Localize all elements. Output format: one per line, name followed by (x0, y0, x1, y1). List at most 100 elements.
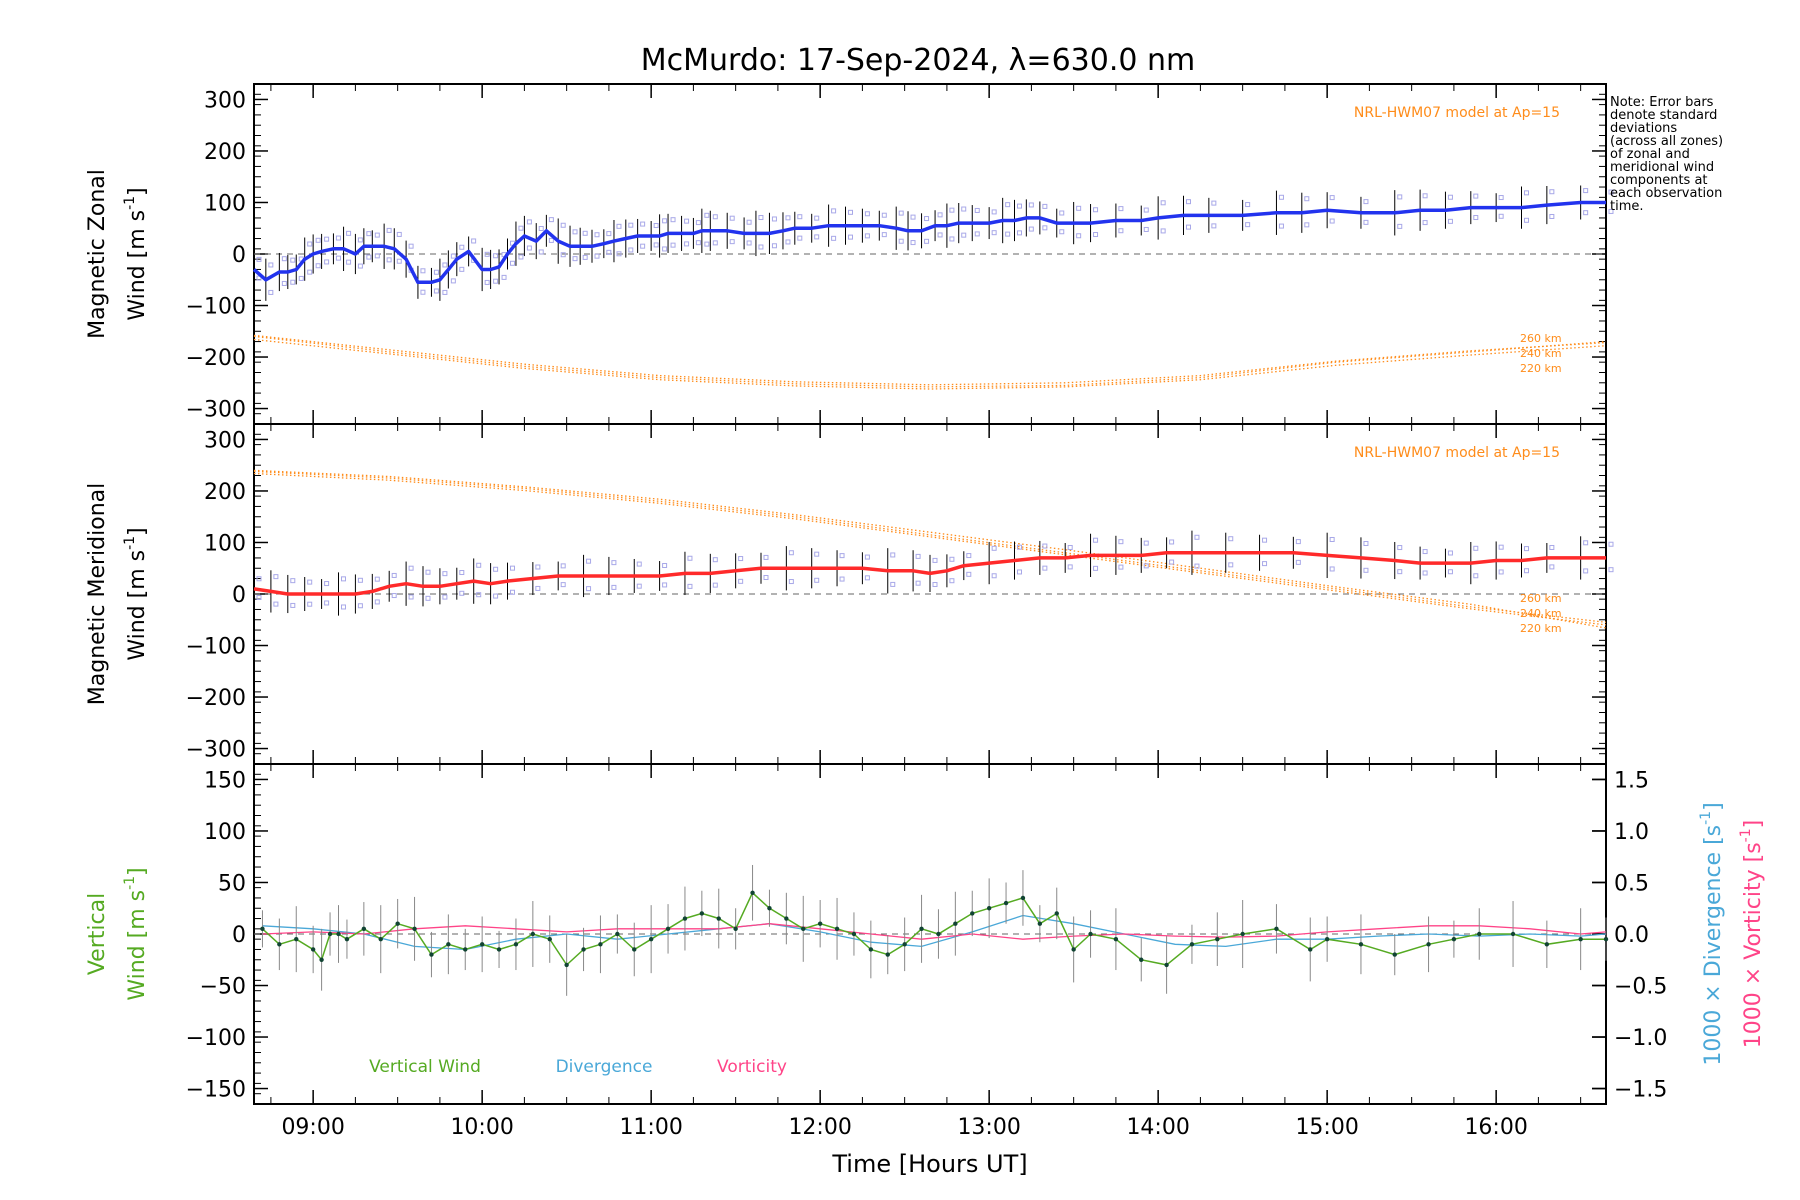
zone-point (949, 556, 955, 562)
zone-point (1447, 550, 1453, 556)
zone-point (1498, 569, 1504, 575)
zone-point (1278, 223, 1284, 229)
vorticity-y-label-text: 1000 × Vorticity [s-1] (1738, 820, 1766, 1048)
y2-tick-label: 0.5 (1614, 871, 1649, 896)
zone-point (961, 206, 967, 212)
zone-point (1042, 225, 1048, 231)
zone-point (839, 576, 845, 582)
zone-point (1447, 218, 1453, 224)
vertical-wind-point (1020, 895, 1026, 901)
zone-point (1262, 561, 1268, 567)
zone-point (518, 225, 524, 231)
zone-point (640, 243, 646, 249)
zone-point (324, 236, 330, 242)
vertical-wind-point (1054, 911, 1059, 916)
y-tick-label: 300 (204, 88, 246, 113)
y-tick-label: −100 (186, 295, 246, 320)
zone-point (1245, 202, 1251, 208)
zone-point (1194, 534, 1200, 540)
vertical-series (260, 864, 1609, 996)
vertical-wind-point (834, 926, 840, 932)
vertical-wind-point (817, 921, 823, 926)
zone-point (991, 545, 997, 551)
zone-point (864, 211, 870, 217)
zone-point (281, 280, 287, 286)
legend-vorticity: Vorticity (717, 1057, 787, 1077)
zone-point (501, 274, 507, 280)
zone-point (476, 562, 482, 568)
zone-point (670, 242, 676, 248)
zone-point (1118, 564, 1124, 570)
vertical-wind-point (970, 911, 975, 916)
zone-point (1329, 218, 1335, 224)
zone-point (729, 215, 735, 221)
zone-point (442, 289, 448, 295)
zone-point (1363, 567, 1369, 573)
vertical-wind-point (632, 947, 637, 952)
y-tick-label: −200 (186, 346, 246, 371)
zone-point (864, 233, 870, 239)
zone-point (290, 279, 296, 285)
zone-point (346, 259, 352, 265)
zone-point (1005, 202, 1011, 208)
y-tick-label: 150 (204, 768, 246, 793)
meridional-model-alt-260: 260 km (1520, 592, 1562, 605)
zone-point (1093, 232, 1099, 238)
vertical-wind-point (885, 952, 890, 957)
zone-point (510, 260, 515, 266)
y-tick-label: 300 (204, 428, 246, 453)
vertical-wind-point (378, 936, 383, 942)
zone-point (273, 601, 279, 607)
zone-point (949, 236, 955, 242)
vertical-wind-point (1510, 931, 1516, 937)
zone-point (746, 240, 752, 246)
zone-point (991, 230, 997, 236)
zone-point (493, 593, 499, 599)
zone-point (712, 214, 718, 220)
meridional-y-label-line1: Magnetic Meridional (85, 483, 110, 705)
zone-point (785, 215, 791, 221)
zone-point (848, 234, 853, 240)
meridional-y-axis: −300 −200 −100 0 100 200 300 (186, 424, 1606, 764)
zone-point (864, 575, 870, 581)
zone-point (628, 222, 634, 228)
legend-divergence: Divergence (556, 1057, 653, 1077)
zone-point (510, 589, 515, 595)
zone-point (526, 219, 532, 225)
zone-point (442, 594, 448, 600)
zone-point (1028, 226, 1034, 232)
zone-point (341, 576, 346, 582)
vertical-wind-point (868, 947, 874, 952)
zone-point (374, 253, 380, 259)
zone-point (1397, 569, 1403, 575)
zone-point (335, 235, 341, 241)
y-tick-label: −100 (186, 1026, 246, 1051)
zone-point (915, 580, 921, 586)
zone-point (1042, 543, 1048, 549)
zone-point (662, 218, 668, 224)
zone-point (560, 222, 566, 228)
vertical-y-axis: −150 −100 −50 0 50 100 150 (186, 764, 1606, 1104)
zone-point (606, 249, 612, 255)
zone-point (797, 235, 803, 241)
vertical-wind-point (463, 947, 468, 952)
zone-point (484, 279, 490, 285)
vertical-wind-panel: −150 −100 −50 0 50 100 150 −1.5 −1.0 −0.5 0.0 0.5 1… (85, 763, 1766, 1105)
y-tick-label: −300 (186, 398, 246, 423)
vertical-wind-point (1324, 936, 1330, 942)
zone-point (1118, 228, 1124, 234)
vertical-wind-point (547, 936, 552, 942)
zone-point (315, 237, 321, 243)
meridional-wind-series (253, 530, 1614, 616)
zone-point (471, 238, 477, 244)
vertical-wind-point (1274, 926, 1279, 932)
vertical-wind-point (1477, 931, 1482, 937)
chart-title: McMurdo: 17-Sep-2024, λ=630.0 nm (641, 43, 1195, 78)
zone-point (898, 238, 904, 244)
zone-point (1042, 203, 1048, 209)
zone-point (582, 230, 588, 236)
zonal-y-axis: −300 −200 −100 0 100 200 300 (186, 84, 1606, 424)
zone-point (1363, 219, 1369, 225)
zone-point (518, 254, 524, 260)
zone-point (1143, 226, 1149, 232)
